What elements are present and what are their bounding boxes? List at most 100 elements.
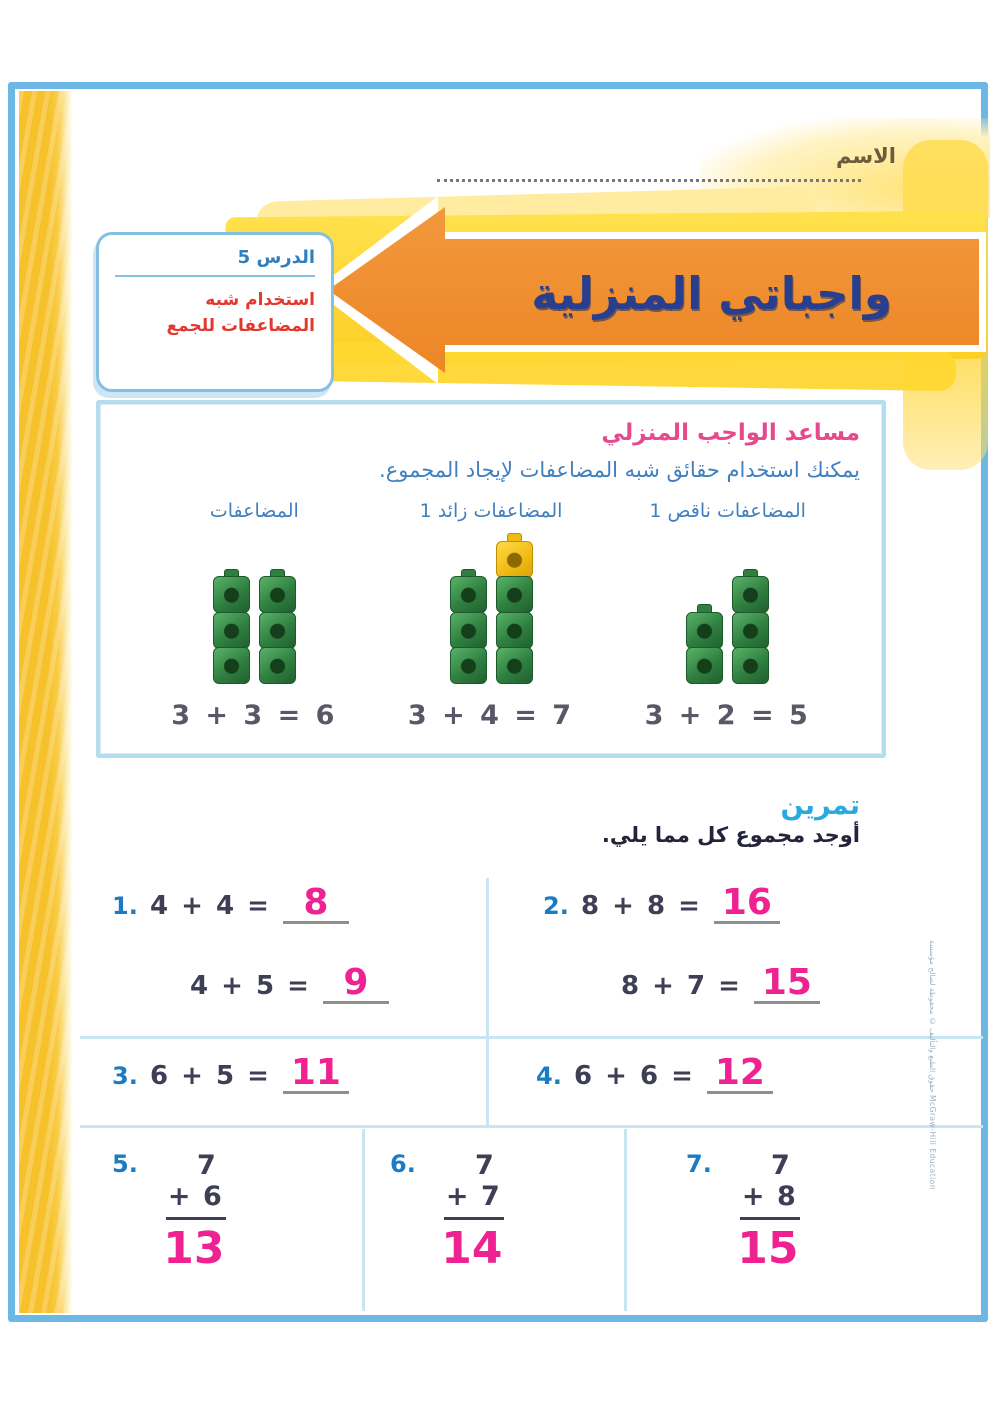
green-cube — [495, 611, 533, 649]
green-cube — [258, 611, 296, 649]
cube-tower — [495, 533, 533, 684]
green-cube — [732, 647, 770, 684]
green-cube — [495, 647, 533, 684]
exercise-title: تمرين — [780, 790, 860, 821]
problem-6: 6. 7 + 7 14 — [390, 1150, 504, 1274]
problem-expression: 4 + 5 = — [190, 971, 311, 1001]
cube-nub — [506, 533, 522, 542]
addend-bottom: 8 — [777, 1181, 796, 1212]
green-cube — [449, 611, 487, 649]
plus-sign: + — [741, 1181, 765, 1212]
row-divider — [80, 1036, 983, 1039]
answer-blank[interactable]: 16 — [713, 884, 780, 925]
problem-expression: 8 + 8 = — [581, 891, 702, 921]
doubles-minus-one-equation: 3 + 2 = 5 — [644, 700, 811, 731]
example-doubles-minus-one: المضاعفات ناقص 1 3 + 2 = 5 — [609, 496, 846, 731]
doubles-equation: 3 + 3 = 6 — [171, 700, 338, 731]
lesson-topic-line2: المضاعفات للجمع — [166, 316, 315, 337]
addend-top: 7 — [475, 1150, 494, 1181]
answer-blank[interactable]: 13 — [163, 1223, 225, 1274]
problem-5: 5. 7 + 6 13 — [112, 1150, 226, 1274]
problem-7: 7. 7 + 8 15 — [686, 1150, 800, 1274]
problem-number: 7. — [686, 1150, 712, 1178]
green-cube — [732, 611, 770, 649]
exercise-instruction: أوجد مجموع كل مما يلي. — [601, 823, 860, 847]
problem-number: 6. — [390, 1150, 416, 1178]
problem-number: 2. — [543, 892, 569, 920]
helper-title: مساعد الواجب المنزلي — [601, 420, 860, 446]
cube-tower — [449, 568, 487, 684]
answer-blank[interactable]: 14 — [441, 1223, 503, 1274]
cube-nub — [743, 568, 759, 578]
cube-tower — [686, 604, 724, 684]
green-cube — [212, 576, 250, 613]
addend-bottom: 7 — [481, 1181, 500, 1212]
problem-expression: 6 + 6 = — [574, 1061, 695, 1091]
column-divider — [362, 1129, 365, 1311]
lesson-topic-line1: استخدام شبه — [205, 290, 315, 310]
problem-number: 5. — [112, 1150, 138, 1178]
doubles-plus-one-label: المضاعفات زائد 1 — [419, 500, 563, 522]
sum-line — [165, 1217, 226, 1220]
sum-line — [443, 1217, 504, 1220]
column-divider — [624, 1129, 627, 1311]
problem-expression: 8 + 7 = — [621, 971, 742, 1001]
plus-sign: + — [445, 1181, 469, 1212]
answer-blank[interactable]: 15 — [753, 964, 820, 1005]
banner-title: واجباتي المنزلية — [531, 266, 892, 320]
addend-top: 7 — [771, 1150, 790, 1181]
green-cube — [449, 576, 487, 613]
problem-1-line-2: 4 + 5 = 9 — [152, 964, 389, 1005]
doubles-label: المضاعفات — [209, 500, 299, 522]
answer-blank[interactable]: 11 — [282, 1054, 349, 1095]
problem-number: 1. — [112, 892, 138, 920]
green-cube — [212, 611, 250, 649]
problem-expression: 4 + 4 = — [150, 891, 271, 921]
answer-blank[interactable]: 9 — [322, 964, 389, 1005]
name-fill-in-line[interactable] — [437, 158, 861, 182]
problem-1-line-1: 1. 4 + 4 = 8 — [112, 884, 349, 925]
problem-2-line-2: 8 + 7 = 15 — [583, 964, 820, 1005]
cube-nub — [223, 568, 239, 578]
example-doubles-plus-one: المضاعفات زائد 1 3 + 4 = 7 — [373, 496, 610, 731]
addend-top: 7 — [197, 1150, 216, 1181]
answer-blank[interactable]: 12 — [706, 1054, 773, 1095]
answer-blank[interactable]: 8 — [282, 884, 349, 925]
column-divider — [486, 878, 489, 1128]
cube-tower — [732, 568, 770, 684]
doubles-plus-one-equation: 3 + 4 = 7 — [407, 700, 575, 731]
bubble-divider — [115, 275, 315, 277]
helper-explanation: يمكنك استخدام حقائق شبه المضاعفات لإيجاد… — [379, 458, 860, 482]
doubles-minus-one-label: المضاعفات ناقص 1 — [649, 500, 806, 522]
name-label: الاسم — [836, 144, 896, 168]
green-cube — [449, 647, 487, 684]
cube-nub — [697, 604, 713, 613]
lesson-number: الدرس 5 — [237, 247, 315, 268]
cube-tower — [258, 568, 296, 684]
green-cube — [686, 611, 724, 649]
sum-line — [739, 1217, 800, 1220]
example-doubles: المضاعفات 3 + 3 = 6 — [136, 496, 373, 731]
yellow-cube — [495, 540, 533, 578]
copyright-vertical-text: حقوق الطبع والتأليف © محفوظة لصالح مؤسسة… — [928, 940, 937, 1191]
problem-4: 4. 6 + 6 = 12 — [536, 1054, 773, 1095]
cube-examples-row: المضاعفات 3 + 3 = 6 المضاعفات زائد 1 3 +… — [100, 496, 882, 731]
cube-tower — [212, 568, 250, 684]
green-cube — [258, 576, 296, 613]
problem-number: 4. — [536, 1062, 562, 1090]
lesson-bubble: الدرس 5 استخدام شبه المضاعفات للجمع — [96, 232, 334, 392]
problem-3: 3. 6 + 5 = 11 — [112, 1054, 349, 1095]
plus-sign: + — [167, 1181, 191, 1212]
cube-nub — [460, 568, 476, 578]
row-divider — [80, 1125, 983, 1128]
green-cube — [212, 647, 250, 684]
homework-helper-box: مساعد الواجب المنزلي يمكنك استخدام حقائق… — [96, 400, 886, 758]
green-cube — [732, 576, 770, 613]
green-cube — [686, 647, 724, 684]
problem-2-line-1: 2. 8 + 8 = 16 — [543, 884, 780, 925]
green-cube — [495, 576, 533, 613]
green-cube — [258, 647, 296, 684]
answer-blank[interactable]: 15 — [737, 1223, 799, 1274]
problem-number: 3. — [112, 1062, 138, 1090]
